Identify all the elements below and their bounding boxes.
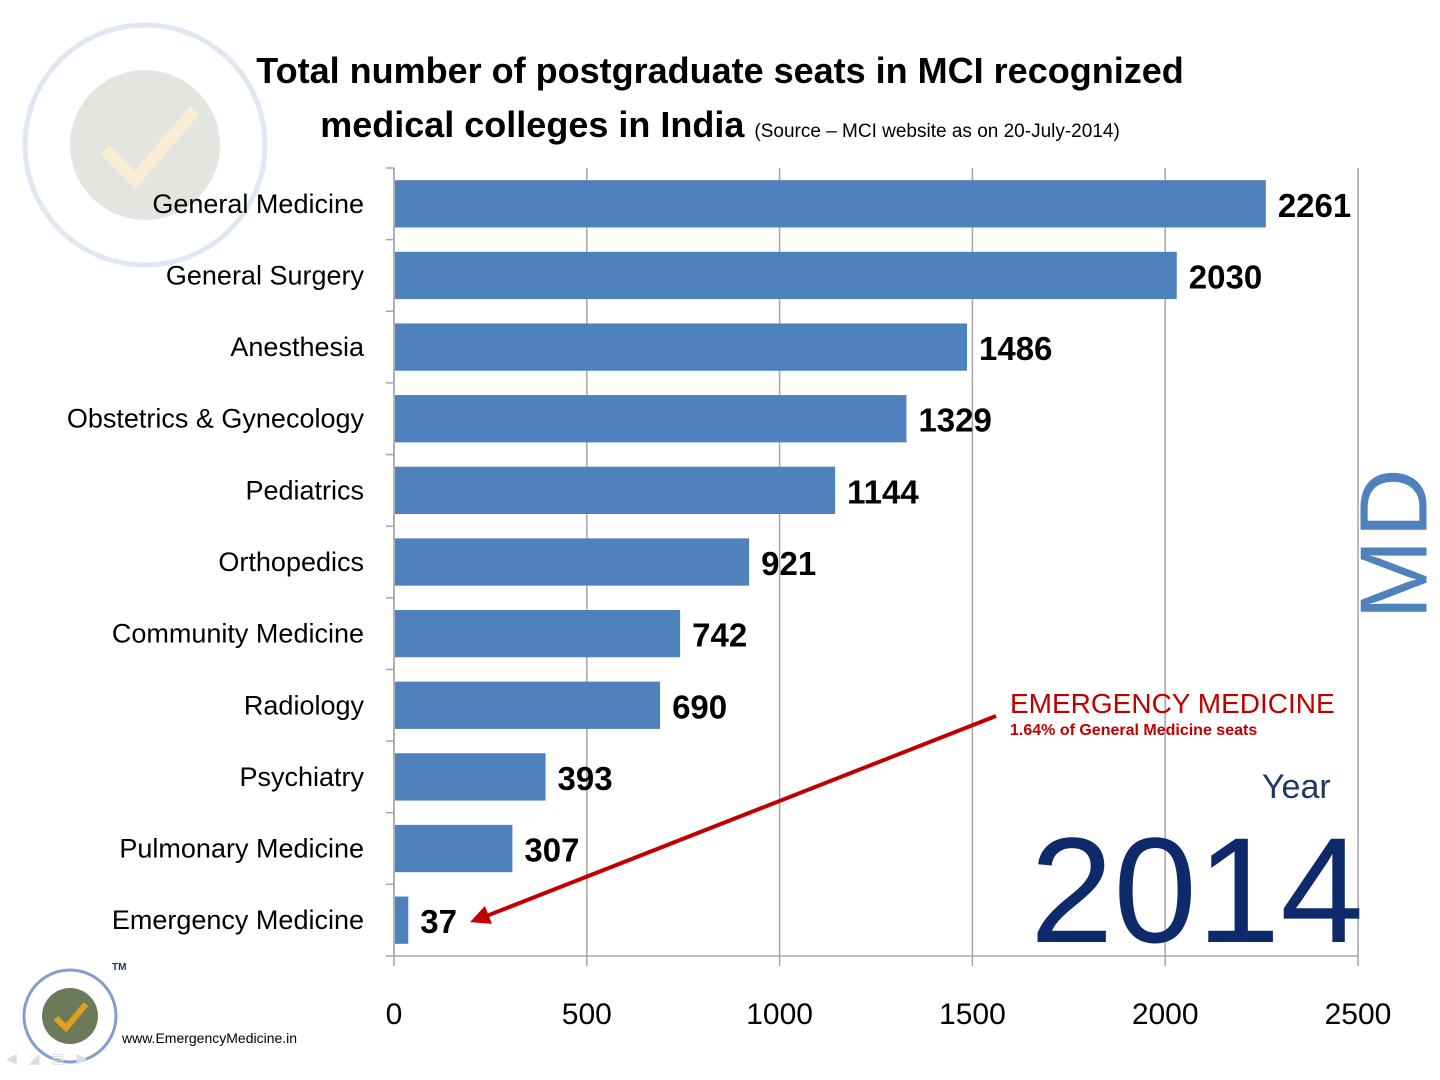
chart-title: Total number of postgraduate seats in MC… <box>240 44 1200 159</box>
side-label-md: MD <box>1341 465 1440 620</box>
watermark-logo-icon <box>22 22 268 268</box>
data-label: 921 <box>761 545 816 582</box>
bar <box>395 395 907 443</box>
x-tick-label: 1000 <box>746 998 813 1031</box>
category-label: Psychiatry <box>239 762 364 792</box>
footer-url[interactable]: www.EmergencyMedicine.in <box>122 1030 298 1046</box>
category-label: Orthopedics <box>218 547 364 577</box>
bar <box>395 466 836 515</box>
x-tick-label: 2000 <box>1132 998 1199 1031</box>
data-label: 1329 <box>918 402 991 439</box>
category-label: General Surgery <box>166 260 365 290</box>
data-label: 1486 <box>979 330 1052 367</box>
annotation-arrow-head <box>470 906 492 924</box>
data-label: 2030 <box>1189 258 1262 295</box>
annotation-title: EMERGENCY MEDICINE <box>1010 688 1335 719</box>
chart-title-source: (Source – MCI website as on 20-July-2014… <box>754 121 1120 142</box>
data-label: 690 <box>672 688 727 725</box>
bar <box>395 251 1177 300</box>
data-label: 2261 <box>1278 187 1351 224</box>
year-label: Year <box>1262 768 1331 806</box>
bar <box>395 753 546 801</box>
data-label: 307 <box>524 832 579 869</box>
bar <box>395 681 661 729</box>
x-tick-label: 500 <box>562 998 612 1031</box>
bar <box>395 824 513 873</box>
chart-title-main: Total number of postgraduate seats in MC… <box>256 50 1184 145</box>
bar <box>395 896 409 944</box>
bar <box>395 609 681 658</box>
data-label: 1144 <box>847 473 919 510</box>
data-label: 742 <box>692 617 747 654</box>
annotation-subtitle: 1.64% of General Medicine seats <box>1010 722 1258 739</box>
category-label: Pediatrics <box>245 475 364 505</box>
bar <box>395 538 750 586</box>
svg-text:TM: TM <box>112 962 126 973</box>
category-label: Obstetrics & Gynecology <box>67 404 365 434</box>
category-label: Radiology <box>244 690 365 720</box>
x-tick-label: 1500 <box>939 998 1006 1031</box>
x-tick-label: 0 <box>386 998 403 1031</box>
emergency-medicine-annotation: EMERGENCY MEDICINE 1.64% of General Medi… <box>1010 688 1335 740</box>
data-label: 393 <box>558 760 613 797</box>
slide-nav-icon[interactable]: ◀ ◢ ▤ ▶ <box>6 1050 92 1066</box>
annotation-arrow-line <box>485 714 997 919</box>
category-label: Anesthesia <box>230 332 365 362</box>
category-label: Pulmonary Medicine <box>119 834 364 864</box>
x-tick-label: 2500 <box>1325 998 1392 1031</box>
bar <box>395 180 1266 228</box>
bar <box>395 323 968 371</box>
data-label: 37 <box>420 903 457 940</box>
year-value: 2014 <box>1030 806 1364 974</box>
category-label: Community Medicine <box>112 619 364 649</box>
category-label: Emergency Medicine <box>112 905 364 935</box>
category-label: General Medicine <box>152 189 364 219</box>
emergency-medicine-logo-icon: TM <box>22 962 126 1064</box>
